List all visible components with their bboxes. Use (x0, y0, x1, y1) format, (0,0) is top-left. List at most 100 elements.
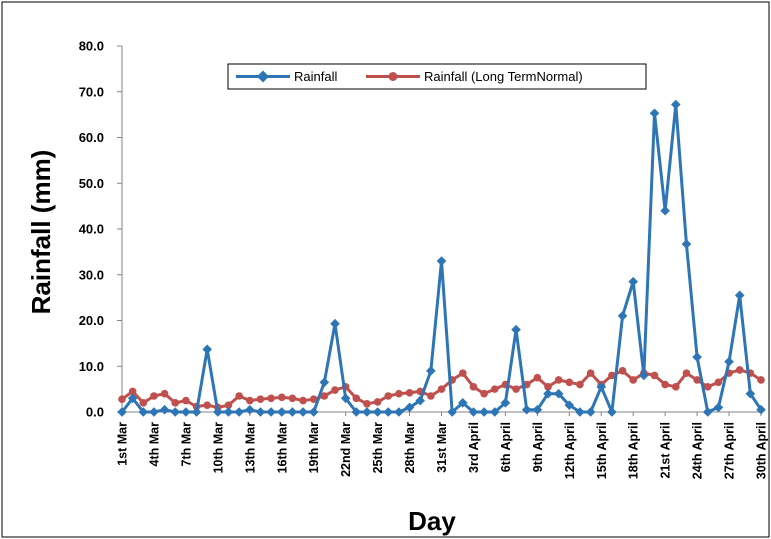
data-point (182, 396, 190, 405)
data-point (139, 399, 148, 407)
legend: Rainfall Rainfall (Long TermNormal) (227, 63, 647, 90)
data-point (660, 205, 670, 216)
data-point (500, 398, 511, 408)
data-point (629, 376, 637, 384)
y-tick-label: 50.0 (79, 176, 104, 191)
x-tick-label: 28th Mar (403, 422, 417, 474)
data-point (436, 256, 447, 266)
data-point (415, 395, 425, 406)
data-point (171, 399, 180, 407)
data-point (692, 352, 702, 362)
y-axis-title: Rainfall (mm) (26, 150, 56, 315)
data-point (468, 407, 479, 417)
data-point (554, 376, 563, 384)
data-point (127, 393, 138, 404)
data-point (288, 394, 297, 403)
data-point (160, 389, 169, 398)
y-tick-label: 30.0 (79, 267, 104, 282)
data-point (757, 376, 765, 384)
data-point (256, 395, 265, 403)
data-point (639, 370, 649, 381)
data-point (564, 400, 575, 410)
data-point (693, 376, 701, 384)
data-point (681, 239, 692, 249)
data-point (150, 392, 158, 400)
data-point (703, 383, 712, 391)
data-point (298, 407, 308, 417)
x-tick-label: 25th Mar (371, 422, 385, 474)
data-point (447, 407, 457, 417)
data-point (203, 401, 211, 409)
data-point (565, 378, 574, 387)
data-point (351, 407, 362, 417)
data-point (682, 369, 691, 377)
x-tick-label: 12th April (563, 422, 577, 479)
data-point (532, 404, 543, 415)
data-point (649, 108, 660, 119)
data-point (287, 407, 298, 417)
x-tick-label: 19th Mar (307, 422, 321, 474)
data-point (246, 396, 254, 405)
data-point (149, 407, 159, 417)
x-tick-label: 21st April (659, 422, 673, 479)
legend-item-rainfall: Rainfall (236, 69, 337, 84)
series-rainfall (117, 99, 766, 417)
data-point (479, 407, 489, 417)
data-point (650, 371, 659, 380)
legend-label-rainfall: Rainfall (294, 69, 337, 84)
data-point (575, 407, 585, 417)
data-point (235, 392, 243, 400)
data-point (362, 407, 372, 417)
data-point (308, 407, 319, 417)
data-point (202, 344, 212, 355)
data-point (330, 318, 340, 329)
data-point (756, 404, 766, 415)
data-point (437, 385, 446, 393)
data-point (576, 380, 584, 389)
data-point (628, 276, 638, 287)
data-point (714, 378, 723, 387)
y-tick-label: 60.0 (79, 130, 104, 145)
data-point (352, 394, 361, 403)
data-point (608, 371, 616, 380)
data-point (724, 356, 734, 367)
legend-box (227, 63, 647, 90)
data-point (585, 407, 596, 417)
data-point (277, 393, 286, 402)
data-point (617, 311, 628, 321)
data-point (734, 290, 745, 301)
data-point (181, 407, 191, 417)
x-axis-title: Day (408, 506, 456, 536)
x-tick-label: 1st Mar (116, 422, 130, 466)
data-point (544, 383, 552, 391)
x-tick-label: 30th April (755, 422, 769, 479)
x-tick-label: 18th April (627, 422, 641, 479)
data-point (255, 407, 266, 417)
data-point (234, 407, 244, 417)
data-point (394, 407, 404, 417)
data-point (489, 407, 500, 417)
x-tick-label: 10th Mar (211, 422, 225, 474)
data-point (331, 386, 339, 394)
data-point (363, 399, 371, 408)
x-tick-label: 22nd Mar (339, 422, 353, 477)
data-point (138, 407, 149, 417)
data-point (395, 389, 403, 398)
y-tick-label: 20.0 (79, 313, 104, 328)
legend-marker-circle (388, 72, 398, 81)
data-point (309, 395, 318, 403)
data-point (543, 388, 553, 399)
data-point (480, 389, 488, 398)
legend-item-long-term-normal: Rainfall (Long TermNormal) (366, 69, 583, 84)
y-tick-label: 40.0 (79, 222, 104, 237)
x-tick-label: 4th Mar (147, 422, 161, 467)
data-point (170, 407, 181, 417)
data-point (223, 407, 234, 417)
series-area (117, 99, 766, 417)
data-point (511, 324, 521, 335)
data-point (427, 392, 435, 400)
data-point (512, 385, 520, 393)
data-point (340, 393, 351, 404)
